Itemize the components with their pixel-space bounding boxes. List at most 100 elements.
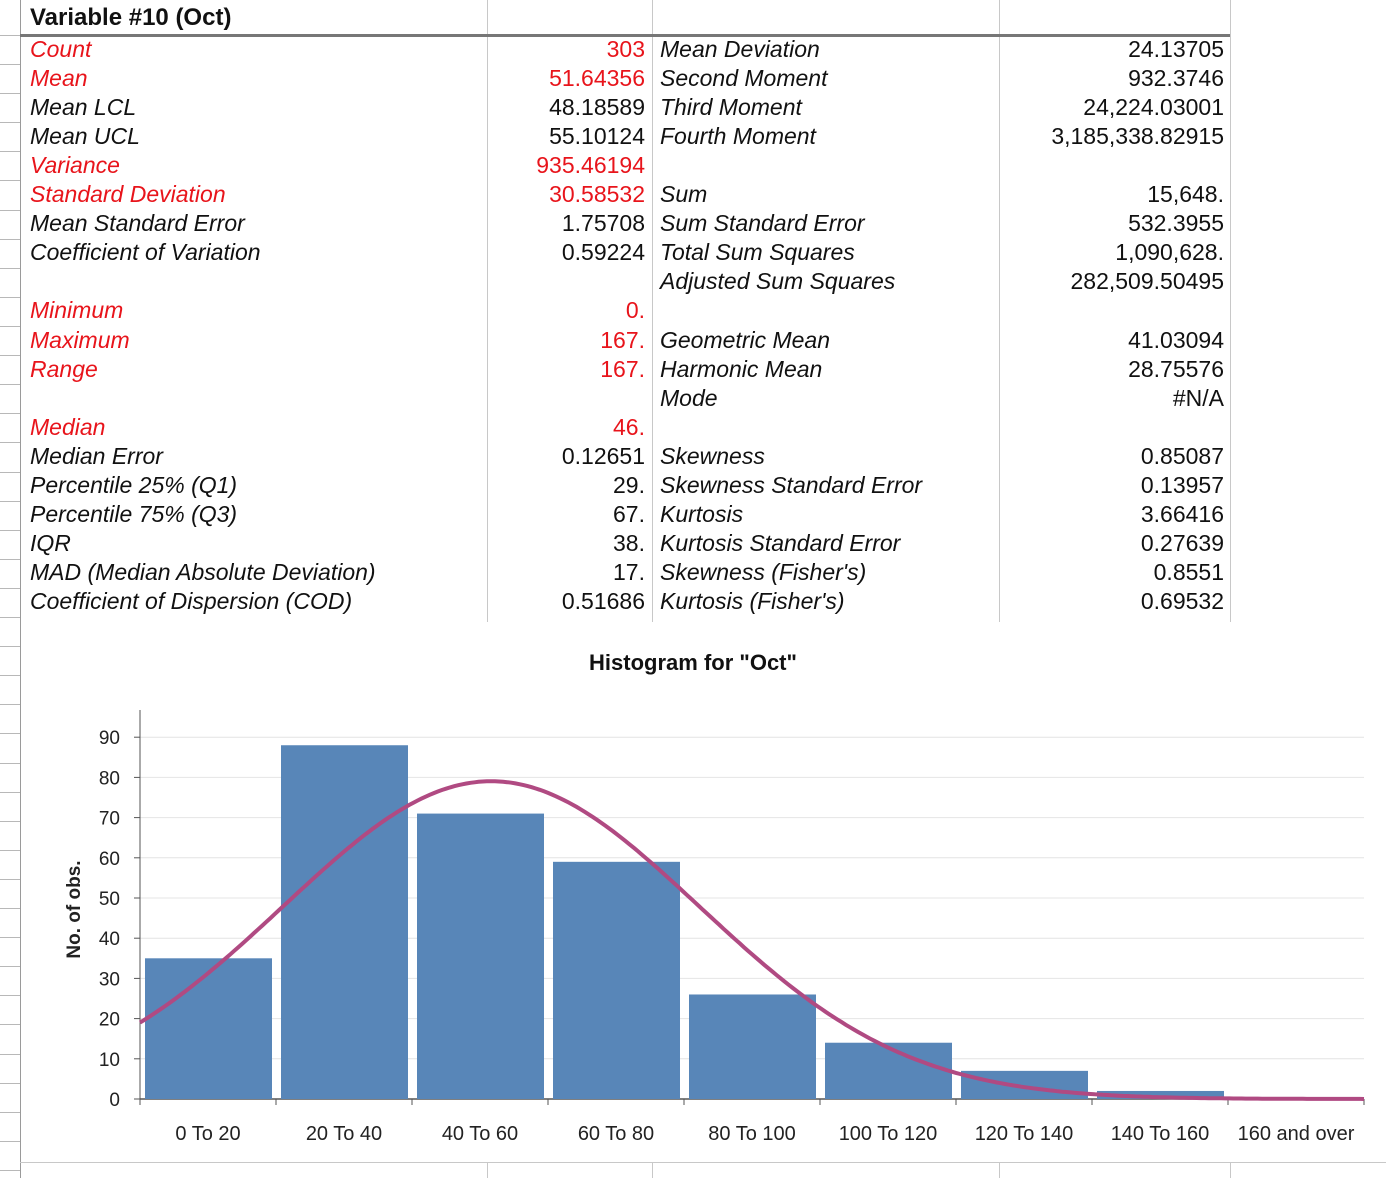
stat-label: Adjusted Sum Squares (660, 268, 896, 294)
stat-label: Skewness Standard Error (660, 472, 923, 498)
histogram-bar (1097, 1090, 1224, 1099)
header-underline (20, 34, 1230, 37)
y-tick-label: 10 (99, 1050, 120, 1071)
stat-label: Sum (660, 181, 708, 207)
stat-value: 3,185,338.82915 (1051, 123, 1224, 149)
row-divider (0, 588, 20, 589)
row-divider (0, 442, 20, 443)
stat-value: 29. (613, 472, 645, 498)
stat-label: Second Moment (660, 65, 828, 91)
row-divider (0, 617, 20, 618)
stat-value: 0.69532 (1140, 588, 1224, 614)
stat-label: Kurtosis (660, 501, 744, 527)
row-divider (0, 1141, 20, 1142)
stat-value: 532.3955 (1128, 210, 1224, 236)
stat-value: 17. (613, 559, 645, 585)
stat-value: 0. (625, 297, 645, 323)
y-tick-label: 70 (99, 809, 120, 830)
stat-value: 0.27639 (1140, 530, 1224, 556)
stat-value: 67. (613, 501, 645, 527)
stat-value: 1,090,628. (1115, 239, 1224, 265)
stat-label: Third Moment (660, 94, 802, 120)
stat-label: Coefficient of Dispersion (COD) (30, 588, 353, 614)
stat-label: Fourth Moment (660, 123, 816, 149)
column-divider (652, 1162, 653, 1178)
x-tick-label: 80 To 100 (708, 1123, 796, 1145)
row-divider (0, 64, 20, 65)
row-divider (0, 850, 20, 851)
stat-label: Harmonic Mean (660, 356, 823, 382)
stat-value: 0.51686 (561, 588, 645, 614)
stat-label: Mean Standard Error (30, 210, 245, 236)
row-divider (0, 1112, 20, 1113)
row-divider (0, 1083, 20, 1084)
x-tick-label: 0 To 20 (175, 1123, 240, 1145)
row-divider (0, 93, 20, 94)
stat-value: 24.13705 (1128, 36, 1224, 62)
y-tick-label: 30 (99, 969, 120, 990)
stat-label: Mode (660, 385, 718, 411)
row-divider (0, 646, 20, 647)
row-divider (0, 995, 20, 996)
row-divider (0, 472, 20, 473)
row-divider (0, 733, 20, 734)
row-divider (0, 675, 20, 676)
stat-label: Kurtosis Standard Error (660, 530, 901, 556)
row-divider (0, 384, 20, 385)
stat-value: 41.03094 (1128, 327, 1224, 353)
row-divider (0, 180, 20, 181)
row-divider (0, 792, 20, 793)
row-divider (0, 559, 20, 560)
row-divider (0, 35, 20, 36)
x-tick-label: 120 To 140 (975, 1123, 1074, 1145)
row-divider (0, 763, 20, 764)
normal-curve (138, 779, 1365, 1101)
x-tick-label: 160 and over (1238, 1123, 1355, 1145)
row-divider (0, 937, 20, 938)
row-divider (0, 704, 20, 705)
row-divider (0, 297, 20, 298)
stat-label: Coefficient of Variation (30, 239, 261, 265)
y-tick-label: 0 (109, 1090, 120, 1111)
y-tick-label: 90 (99, 728, 120, 749)
stat-label: Standard Deviation (30, 181, 226, 207)
stat-label: Total Sum Squares (660, 239, 855, 265)
row-divider (0, 122, 20, 123)
y-tick-label: 60 (99, 849, 120, 870)
stat-value: 282,509.50495 (1070, 268, 1225, 294)
stat-label: Sum Standard Error (660, 210, 865, 236)
row-divider (0, 908, 20, 909)
stat-label: Percentile 75% (Q3) (30, 501, 238, 527)
stat-value: 3.66416 (1140, 501, 1224, 527)
stat-label: Mean UCL (30, 123, 140, 149)
column-divider (487, 0, 488, 622)
stat-value: 167. (600, 327, 645, 353)
stat-value: 0.8551 (1153, 559, 1224, 585)
stat-value: 1.75708 (561, 210, 645, 236)
column-divider (999, 1162, 1000, 1178)
stat-value: 51.64356 (549, 65, 645, 91)
stat-label: Skewness (Fisher's) (660, 559, 867, 585)
stat-label: Mean Deviation (660, 36, 820, 62)
row-divider (0, 1170, 20, 1171)
y-tick-label: 50 (99, 889, 120, 910)
row-divider (0, 821, 20, 822)
row-header-edge (20, 0, 21, 1178)
stat-value: 303 (606, 36, 645, 62)
stat-label: Median Error (30, 443, 163, 469)
stat-value: 46. (613, 414, 645, 440)
column-divider (487, 1162, 488, 1178)
stat-value: 30.58532 (549, 181, 645, 207)
row-divider (0, 355, 20, 356)
stat-label: Maximum (30, 327, 130, 353)
row-divider (20, 1162, 1386, 1163)
stat-value: 0.13957 (1140, 472, 1224, 498)
stat-value: #N/A (1172, 385, 1224, 411)
row-divider (0, 151, 20, 152)
stat-label: MAD (Median Absolute Deviation) (30, 559, 376, 585)
x-tick-label: 20 To 40 (306, 1123, 382, 1145)
row-divider (0, 1054, 20, 1055)
stat-label: Kurtosis (Fisher's) (660, 588, 845, 614)
stat-label: Range (30, 356, 98, 382)
